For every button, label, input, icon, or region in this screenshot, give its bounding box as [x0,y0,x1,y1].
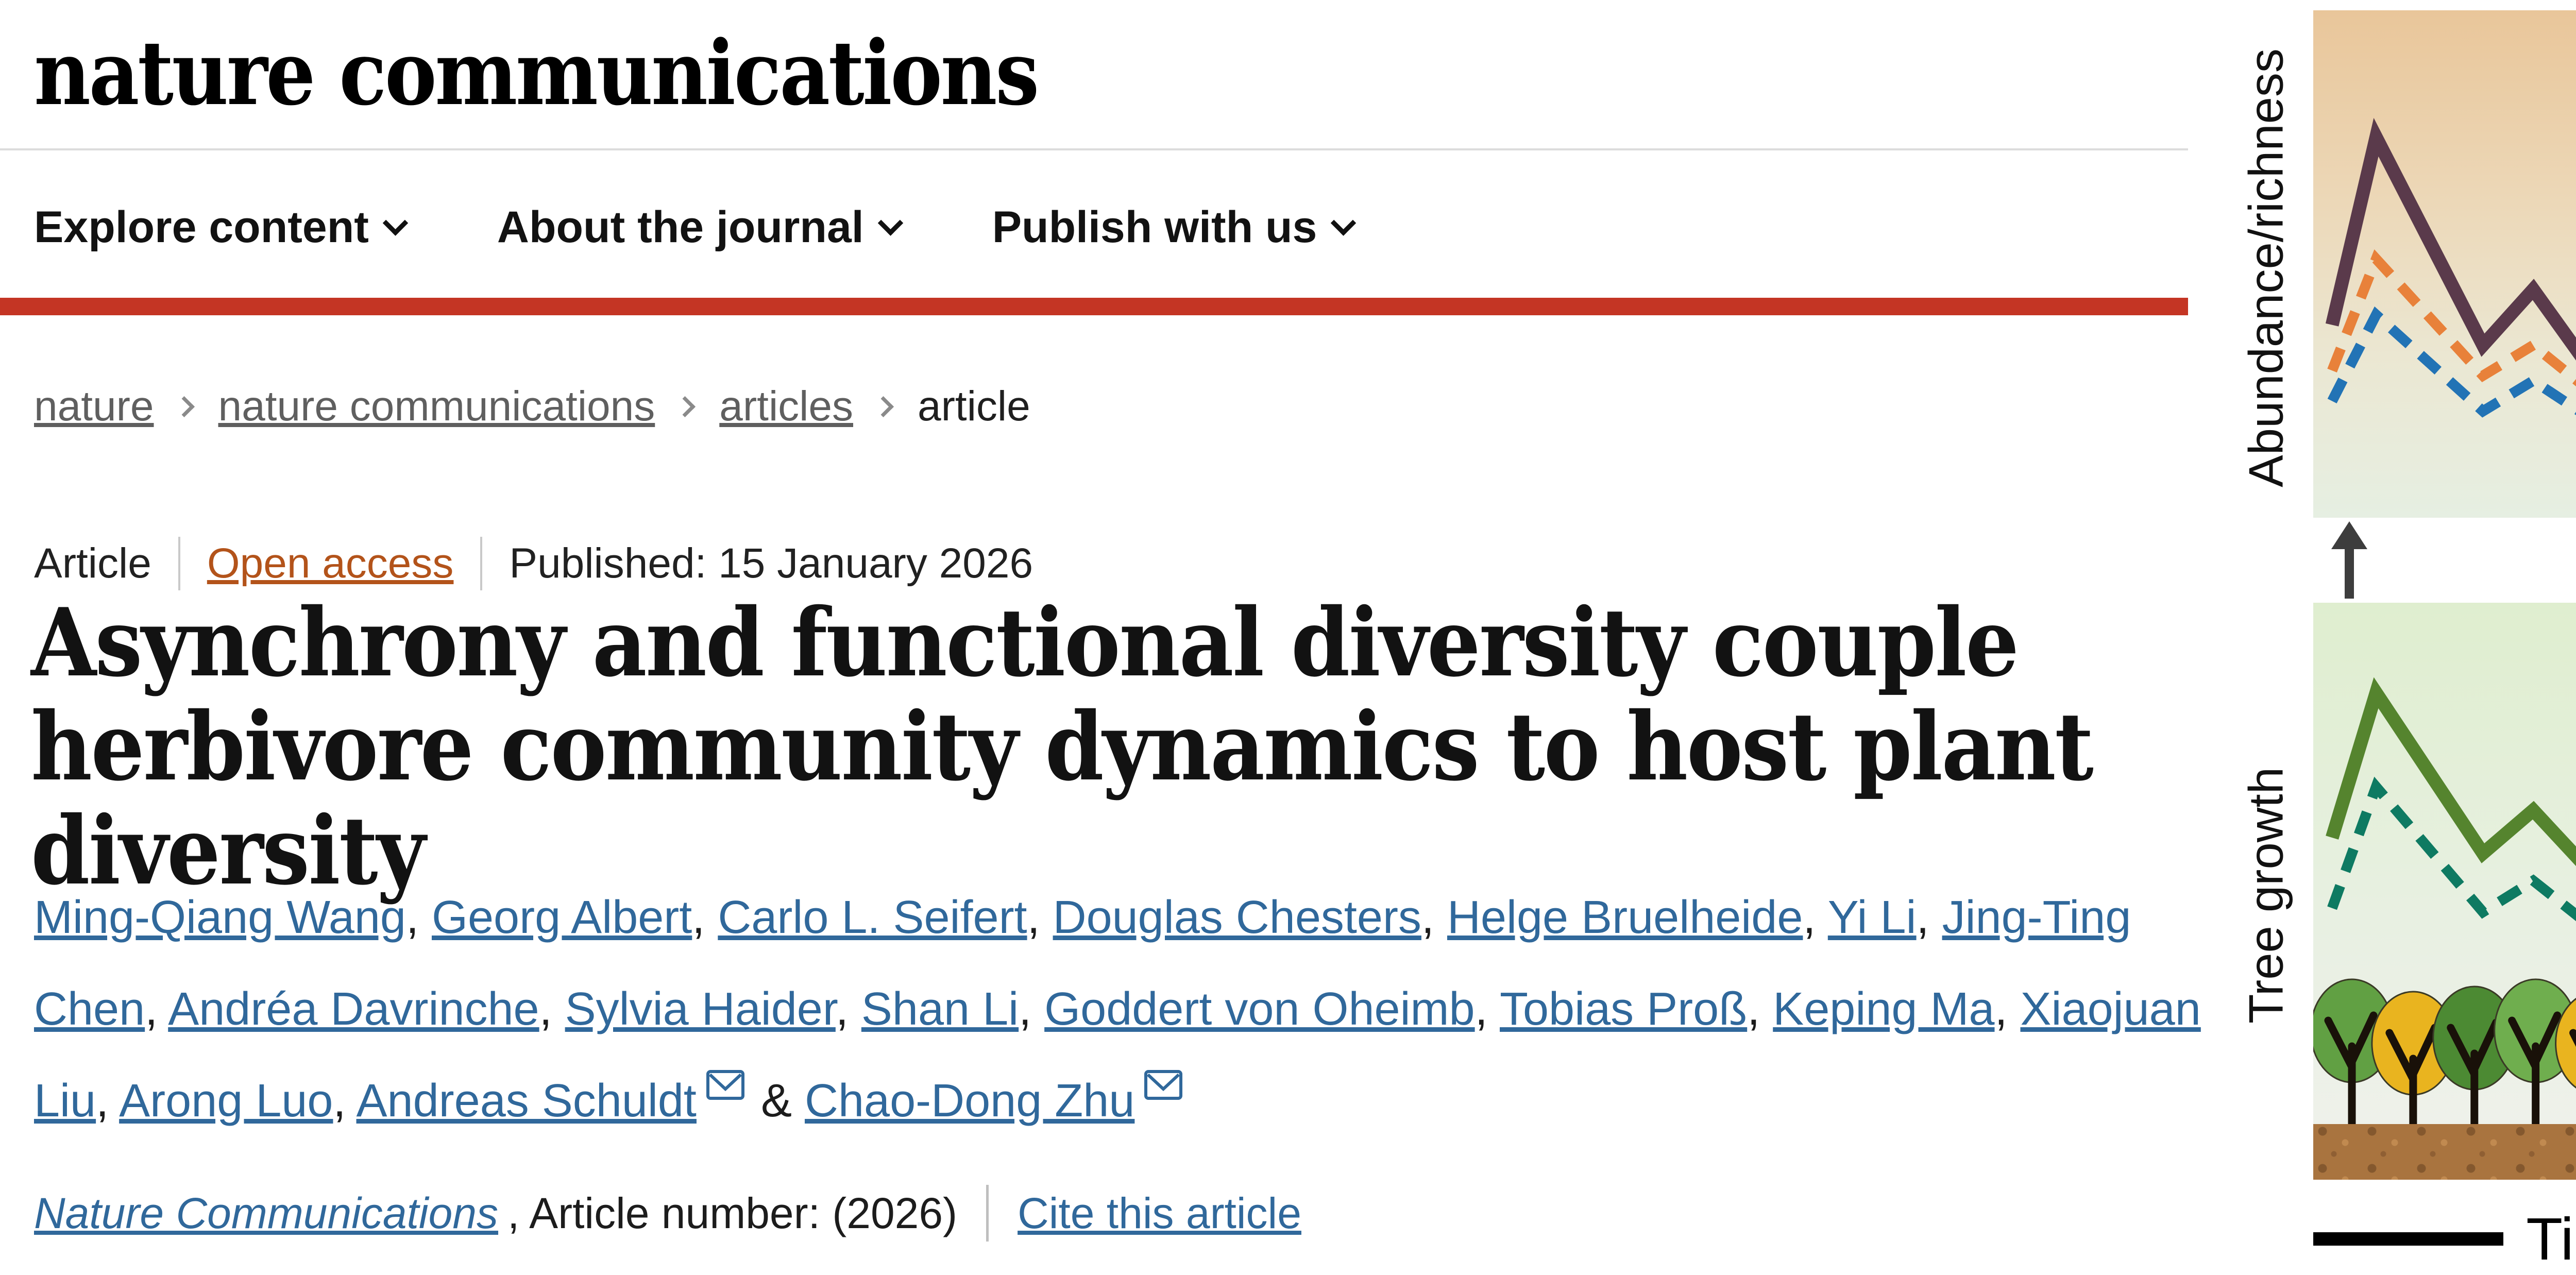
header-divider [0,148,2188,150]
meta-divider [178,537,180,590]
author-separator: , [1994,983,2021,1035]
breadcrumb-link[interactable]: articles [719,383,853,430]
up-arrow-icon [2331,521,2367,599]
author-separator: , [405,892,432,943]
open-access-link[interactable]: Open access [207,540,454,587]
author-link[interactable]: Ming-Qiang Wang [34,892,406,943]
author-separator: , [835,983,861,1035]
author-link[interactable]: Xiaojuan Liu [34,983,2201,1127]
author-link[interactable]: Georg Albert [432,892,692,943]
author-link[interactable]: Yi Li [1827,892,1917,943]
accent-bar [0,298,2188,315]
breadcrumb: nature nature communications articles artic… [34,382,1030,431]
author-separator: , [96,1075,120,1127]
cite-this-article-link[interactable]: Cite this article [1018,1188,1301,1237]
breadcrumb-link[interactable]: nature communications [218,383,655,430]
chevron-down-icon [1331,210,1357,236]
published-date: Published: 15 January 2026 [509,540,1033,587]
herbivore-synchronous-chart [2325,117,2576,418]
article-meta: Article Open access Published: 15 Januar… [34,537,1033,590]
main-nav: Explore content About the journal Publish … [34,202,1357,253]
author-link[interactable]: Andréa Davrinche [168,983,539,1035]
author-link[interactable]: Sylvia Haider [565,983,836,1035]
author-separator: , [333,1075,357,1127]
author-separator: , [692,892,718,943]
nav-item-label: Explore content [34,202,369,252]
y-axis-label-tree-growth: Tree growth [2239,767,2293,1024]
chevron-right-icon [872,396,894,417]
author-separator: , [1421,892,1447,943]
author-link[interactable]: Tobias Proß [1499,983,1748,1035]
forest-low-diversity [2313,978,2576,1149]
author-link[interactable]: Goddert von Oheimb [1044,983,1475,1035]
panel-tree-synchronous [2313,603,2576,1180]
email-icon[interactable] [706,1069,745,1100]
authors: Ming-Qiang Wang, Georg Albert, Carlo L. … [34,872,2218,1147]
article-title: Asynchrony and functional diversity coup… [31,587,2094,906]
author-separator: , [145,983,168,1035]
author-separator: , [1803,892,1828,943]
author-link[interactable]: Helge Bruelheide [1447,892,1803,943]
chevron-down-icon [382,210,409,236]
soil [2313,1124,2576,1180]
author-link[interactable]: Chao-Dong Zhu [805,1075,1135,1127]
breadcrumb-link[interactable]: nature [34,383,154,430]
article-number-text: , Article number: (2026) [507,1188,958,1237]
journal-link[interactable]: Nature Communications [34,1188,499,1237]
author-separator: , [1027,892,1053,943]
author-link[interactable]: Carlo L. Seifert [718,892,1027,943]
author-link[interactable]: Shan Li [861,983,1019,1035]
author-link[interactable]: Arong Luo [119,1075,333,1127]
meta-divider [480,537,483,590]
chevron-right-icon [173,396,195,417]
panel-herbivore-synchronous [2313,10,2576,518]
chevron-down-icon [877,210,903,236]
email-icon[interactable] [1144,1069,1183,1100]
author-link[interactable]: Jing-Ting Chen [34,892,2131,1035]
article-type-label: Article [34,540,151,587]
y-axis-label-abundance: Abundance/richness [2239,48,2293,487]
time-axis: Time [2313,1204,2576,1273]
author-separator: , [1747,983,1773,1035]
author-separator: & [748,1075,805,1127]
author-separator: , [1019,983,1045,1035]
journal-logo[interactable]: nature communications [34,21,1039,125]
nav-item[interactable]: Publish with us [992,202,1357,253]
author-separator: , [539,983,565,1035]
time-axis-line [2313,1232,2504,1246]
nav-item[interactable]: About the journal [497,202,903,253]
author-link[interactable]: Douglas Chesters [1053,892,1421,943]
nav-item-label: Publish with us [992,202,1317,252]
nav-item-label: About the journal [497,202,864,252]
journal-citation-row: Nature Communications , Article number: … [34,1185,1301,1242]
author-separator: , [1475,983,1500,1035]
author-link[interactable]: Andreas Schuldt [356,1075,697,1127]
time-label: Time [2526,1205,2576,1272]
nav-item[interactable]: Explore content [34,202,409,253]
tree-synchronous-chart [2326,677,2576,922]
journal-divider [986,1185,989,1242]
author-separator: , [1916,892,1942,943]
author-link[interactable]: Keping Ma [1773,983,1995,1035]
breadcrumb-current: article [918,383,1030,430]
chevron-right-icon [674,396,696,417]
